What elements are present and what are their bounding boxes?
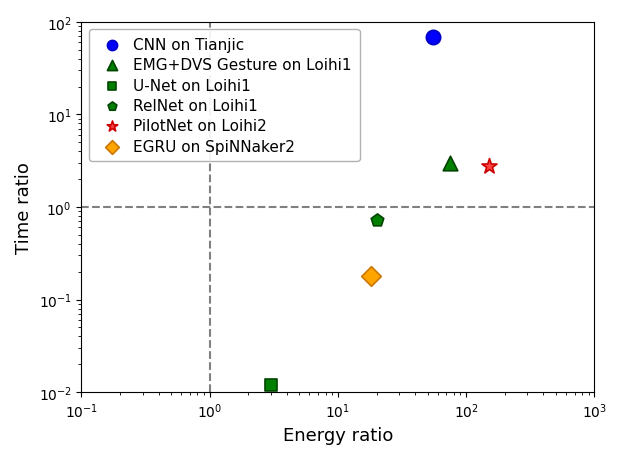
EGRU on SpiNNaker2 xyxy=(366,273,376,280)
PilotNet on Loihi2 xyxy=(484,162,494,170)
U-Net on Loihi1 xyxy=(266,381,276,389)
X-axis label: Energy ratio: Energy ratio xyxy=(283,426,393,444)
EMG+DVS Gesture on Loihi1 xyxy=(445,160,455,167)
Legend: CNN on Tianjic, EMG+DVS Gesture on Loihi1, U-Net on Loihi1, RelNet on Loihi1, Pi: CNN on Tianjic, EMG+DVS Gesture on Loihi… xyxy=(89,30,360,162)
CNN on Tianjic xyxy=(428,34,438,42)
RelNet on Loihi1 xyxy=(371,217,381,224)
Y-axis label: Time ratio: Time ratio xyxy=(15,162,33,253)
